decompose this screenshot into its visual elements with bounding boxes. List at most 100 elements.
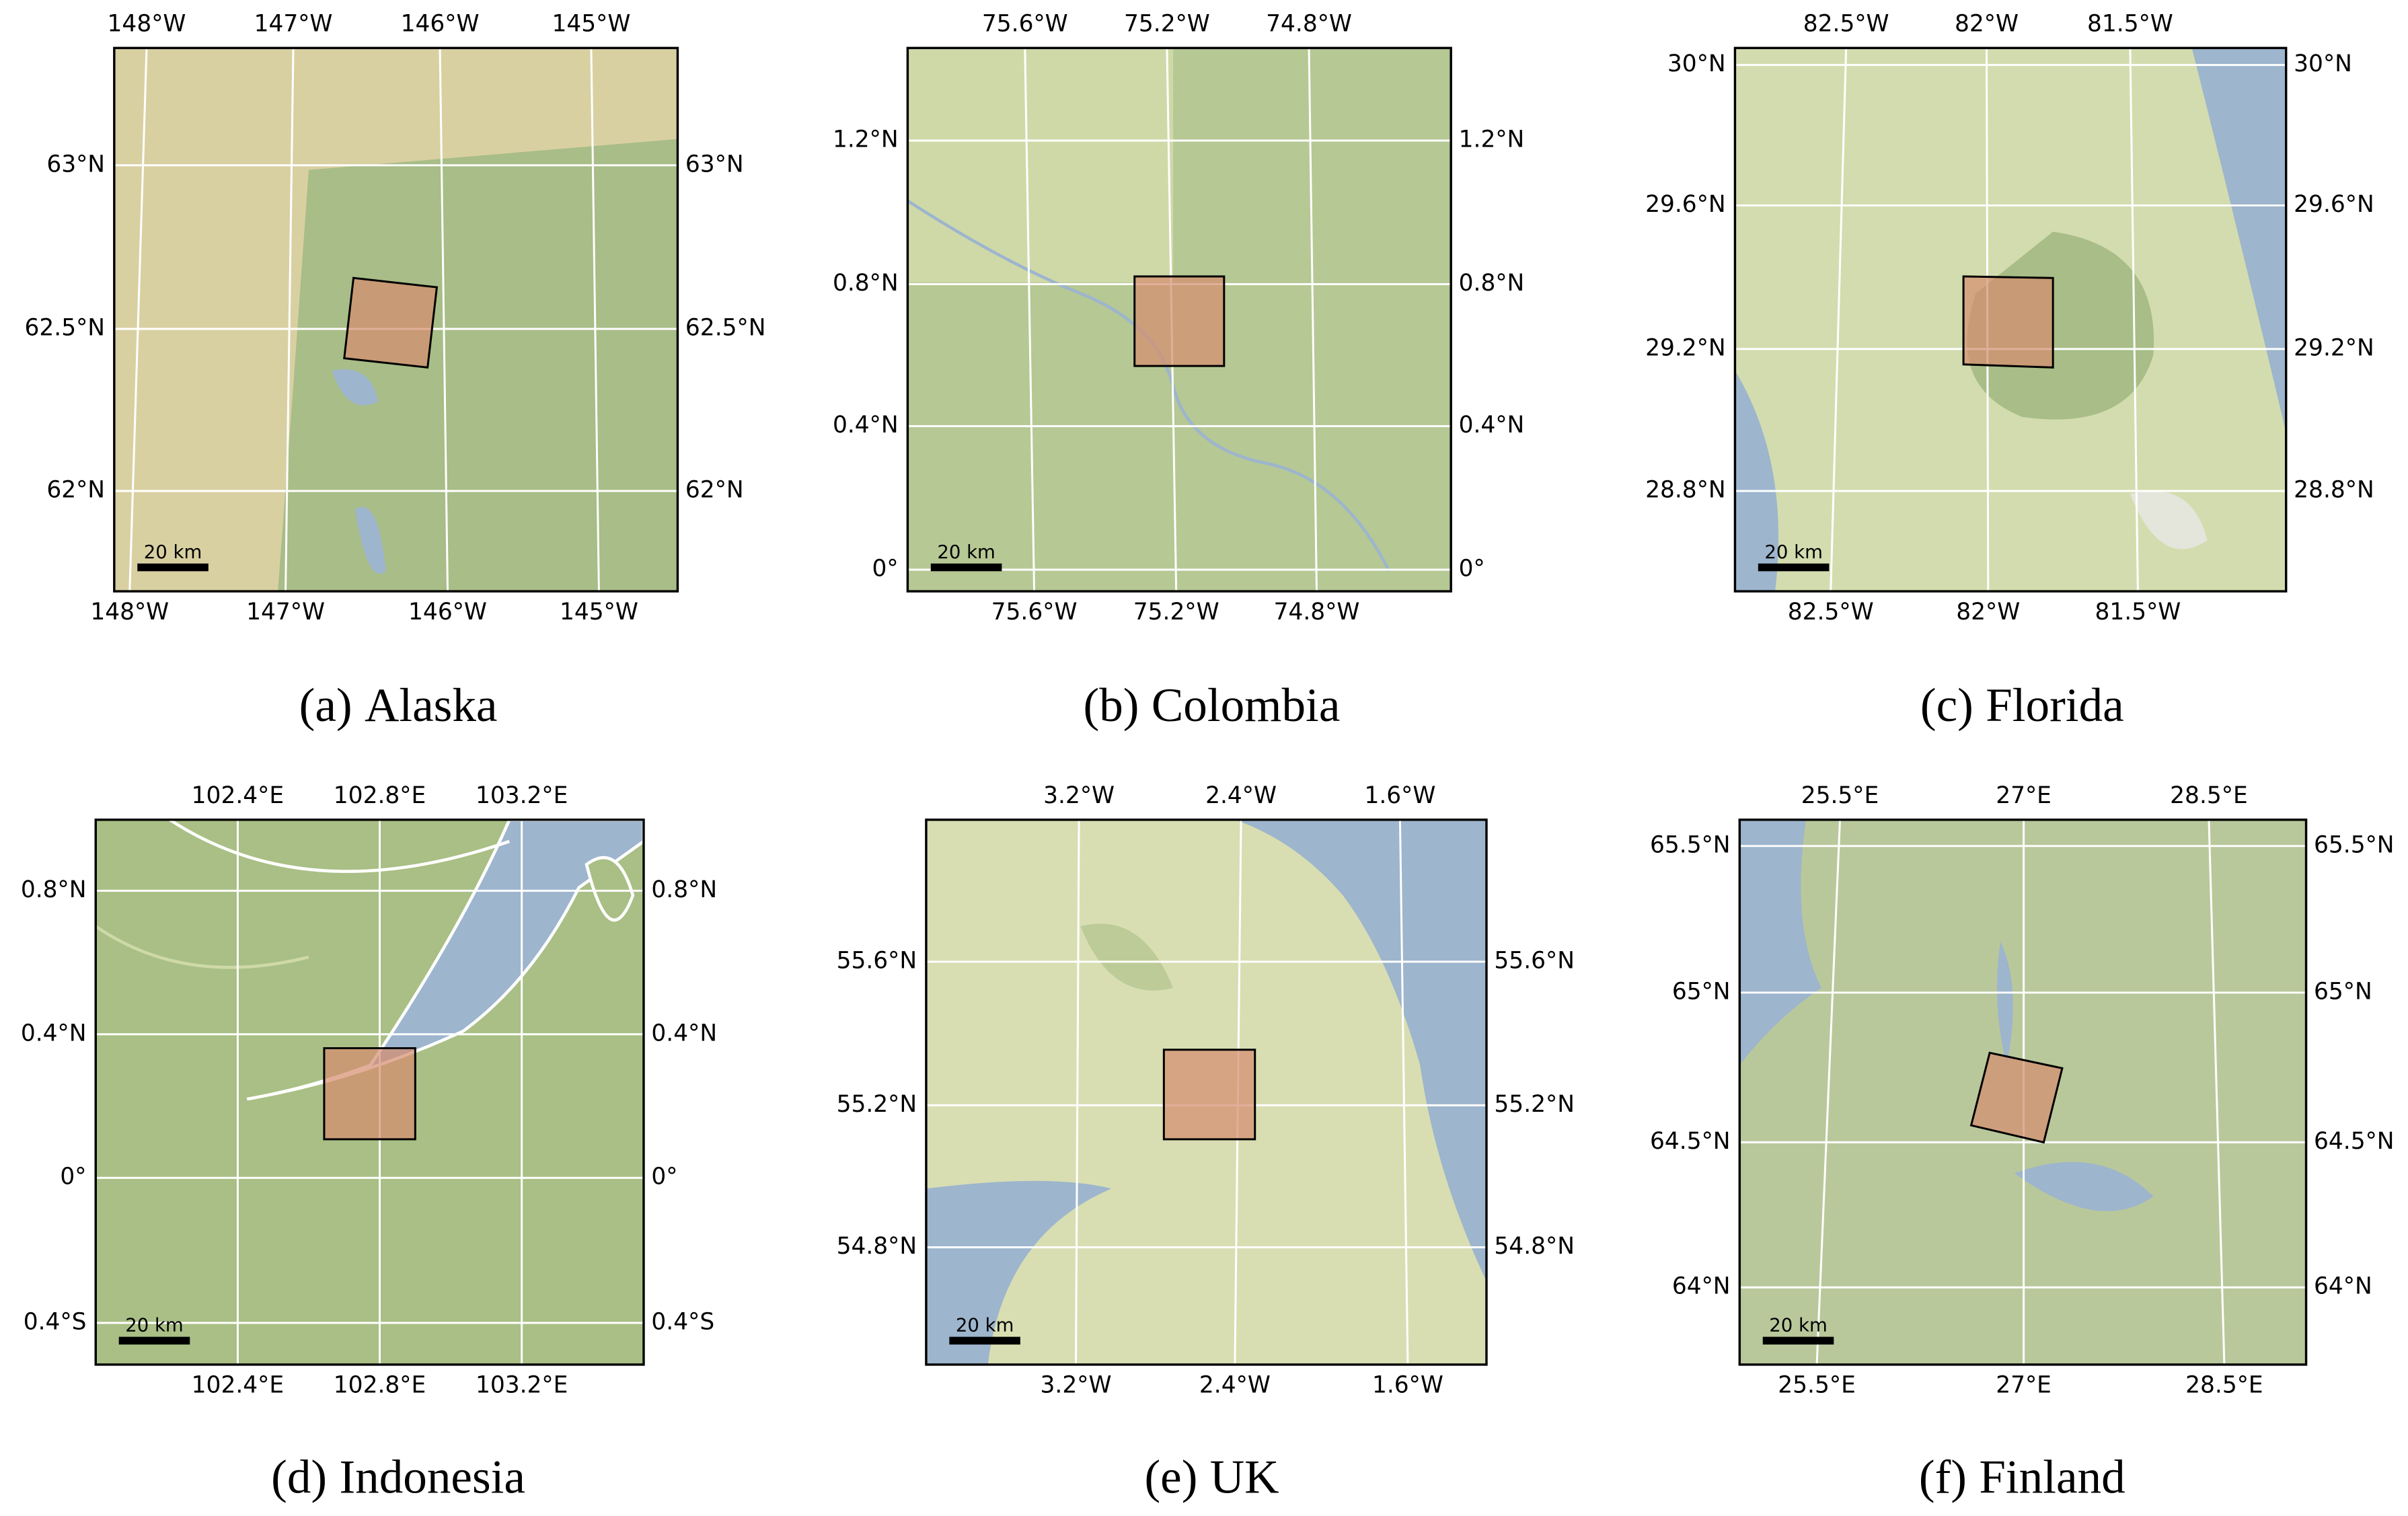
right-tick-label: 0.8°N	[1459, 270, 1525, 297]
right-tick-label: 0.4°N	[1459, 412, 1525, 439]
right-tick-label: 29.2°N	[2294, 334, 2374, 361]
right-tick-label: 0.4°S	[651, 1308, 714, 1335]
grid-line	[285, 48, 295, 592]
caption-label: (b)	[1084, 679, 1139, 732]
bottom-tick-label: 146°W	[408, 599, 487, 626]
grid-line	[439, 48, 449, 592]
map-panel: 20 km 102.4°E 102.8°E 103.2°E 102.4°E 102.8°E…	[21, 782, 717, 1504]
map-frame	[925, 819, 1488, 1366]
right-tick-label: 55.6°N	[1494, 947, 1575, 974]
bottom-tick-label: 147°W	[246, 599, 325, 626]
map-panel: 20 km 75.6°W 75.2°W 74.8°W 75.6°W 75.2°W 74.8°…	[833, 10, 1524, 732]
bottom-tick-label: 102.4°E	[192, 1372, 284, 1399]
top-tick-label: 148°W	[108, 10, 186, 37]
study-area	[1969, 1051, 2064, 1144]
map-feature	[1234, 819, 1487, 1281]
map-panel: 20 km 3.2°W 2.4°W 1.6°W 3.2°W 2.4°W 1.6°W 55.6°…	[837, 782, 1575, 1504]
map-panel: 20 km 148°W 147°W 146°W 145°W 148°W 147°W 146°W…	[24, 10, 765, 732]
map-panel: 20 km 82.5°W 82°W 81.5°W 82.5°W 82°W 81.5°W 30°…	[1645, 10, 2374, 732]
right-tick-label: 28.8°N	[2294, 476, 2374, 503]
right-tick-label: 1.2°N	[1459, 126, 1525, 153]
right-tick-label: 29.6°N	[2294, 191, 2374, 218]
top-tick-label: 81.5°W	[2087, 10, 2173, 37]
map-frame	[1733, 46, 2288, 593]
caption: (c) Florida	[1920, 679, 2124, 732]
study-area	[323, 1047, 416, 1141]
bottom-tick-label: 74.8°W	[1274, 599, 1360, 626]
left-tick-label: 65°N	[1672, 978, 1731, 1005]
map-frame	[1738, 819, 2308, 1366]
map-feature	[1735, 370, 1779, 592]
left-tick-label: 62°N	[46, 476, 105, 503]
map-feature	[2130, 490, 2208, 549]
caption-name: UK	[1210, 1451, 1279, 1504]
left-tick-label: 29.2°N	[1645, 334, 1726, 361]
scale-bar	[118, 1336, 190, 1345]
top-tick-label: 102.4°E	[192, 782, 284, 809]
top-tick-label: 146°W	[401, 10, 480, 37]
map-feature	[2014, 1162, 2154, 1211]
left-tick-label: 1.2°N	[833, 126, 899, 153]
left-tick-label: 62.5°N	[24, 315, 105, 342]
right-tick-label: 65°N	[2314, 978, 2372, 1005]
scale-bar	[1758, 563, 1830, 572]
caption-name: Alaska	[365, 679, 498, 732]
map-tiles: 20 km	[926, 819, 1487, 1365]
top-tick-label: 25.5°E	[1801, 782, 1879, 809]
study-area	[1133, 275, 1226, 367]
top-tick-label: 82.5°W	[1803, 10, 1889, 37]
right-tick-label: 0°	[651, 1164, 677, 1190]
map-feature	[332, 369, 379, 406]
left-tick-label: 0.8°N	[833, 270, 899, 297]
grid-line	[1398, 819, 1409, 1365]
map-feature	[926, 1180, 1112, 1365]
scale-bar-label: 20 km	[1764, 541, 1823, 563]
right-tick-label: 65.5°N	[2314, 831, 2395, 858]
top-tick-label: 28.5°E	[2170, 782, 2248, 809]
top-tick-label: 1.6°W	[1364, 782, 1435, 809]
grid-line	[128, 48, 148, 592]
scale-bar-label: 20 km	[937, 541, 995, 563]
map-feature	[1739, 819, 1821, 1065]
map-feature	[907, 48, 1174, 283]
bottom-tick-label: 75.2°W	[1133, 599, 1219, 626]
map-tiles: 20 km	[907, 48, 1452, 592]
caption: (e) UK	[1144, 1451, 1279, 1504]
scale-bar-label: 20 km	[144, 541, 202, 563]
grid-line	[1075, 819, 1080, 1365]
grid-line	[2208, 819, 2226, 1365]
left-tick-label: 0.8°N	[21, 876, 87, 903]
map-frame	[94, 819, 645, 1366]
left-tick-label: 0.4°N	[833, 412, 899, 439]
top-tick-label: 3.2°W	[1043, 782, 1115, 809]
caption-label: (f)	[1919, 1451, 1967, 1504]
bottom-tick-label: 145°W	[560, 599, 638, 626]
map-feature	[1080, 923, 1174, 991]
caption-label: (c)	[1920, 679, 1973, 732]
scale-bar	[137, 563, 209, 572]
map-tiles: 20 km	[1735, 48, 2286, 592]
right-tick-label: 62.5°N	[685, 315, 766, 342]
bottom-tick-label: 82.5°W	[1788, 599, 1874, 626]
caption: (d) Indonesia	[271, 1451, 525, 1504]
caption: (b) Colombia	[1084, 679, 1341, 732]
left-tick-label: 54.8°N	[837, 1233, 917, 1260]
right-tick-label: 0.4°N	[651, 1020, 717, 1047]
grid-line	[1815, 819, 1841, 1365]
caption-label: (a)	[299, 679, 352, 732]
right-tick-label: 64°N	[2314, 1273, 2372, 1300]
caption: (f) Finland	[1919, 1451, 2125, 1504]
left-tick-label: 0.4°N	[21, 1020, 87, 1047]
grid-line	[590, 48, 600, 592]
bottom-tick-label: 75.6°W	[991, 599, 1078, 626]
map-feature	[585, 856, 635, 922]
scale-bar-label: 20 km	[956, 1315, 1014, 1336]
left-tick-label: 29.6°N	[1645, 191, 1726, 218]
bottom-tick-label: 25.5°E	[1778, 1372, 1856, 1399]
top-tick-label: 75.6°W	[982, 10, 1068, 37]
right-tick-label: 64.5°N	[2314, 1128, 2395, 1155]
right-tick-label: 0°	[1459, 556, 1485, 582]
map-feature	[2191, 48, 2286, 432]
